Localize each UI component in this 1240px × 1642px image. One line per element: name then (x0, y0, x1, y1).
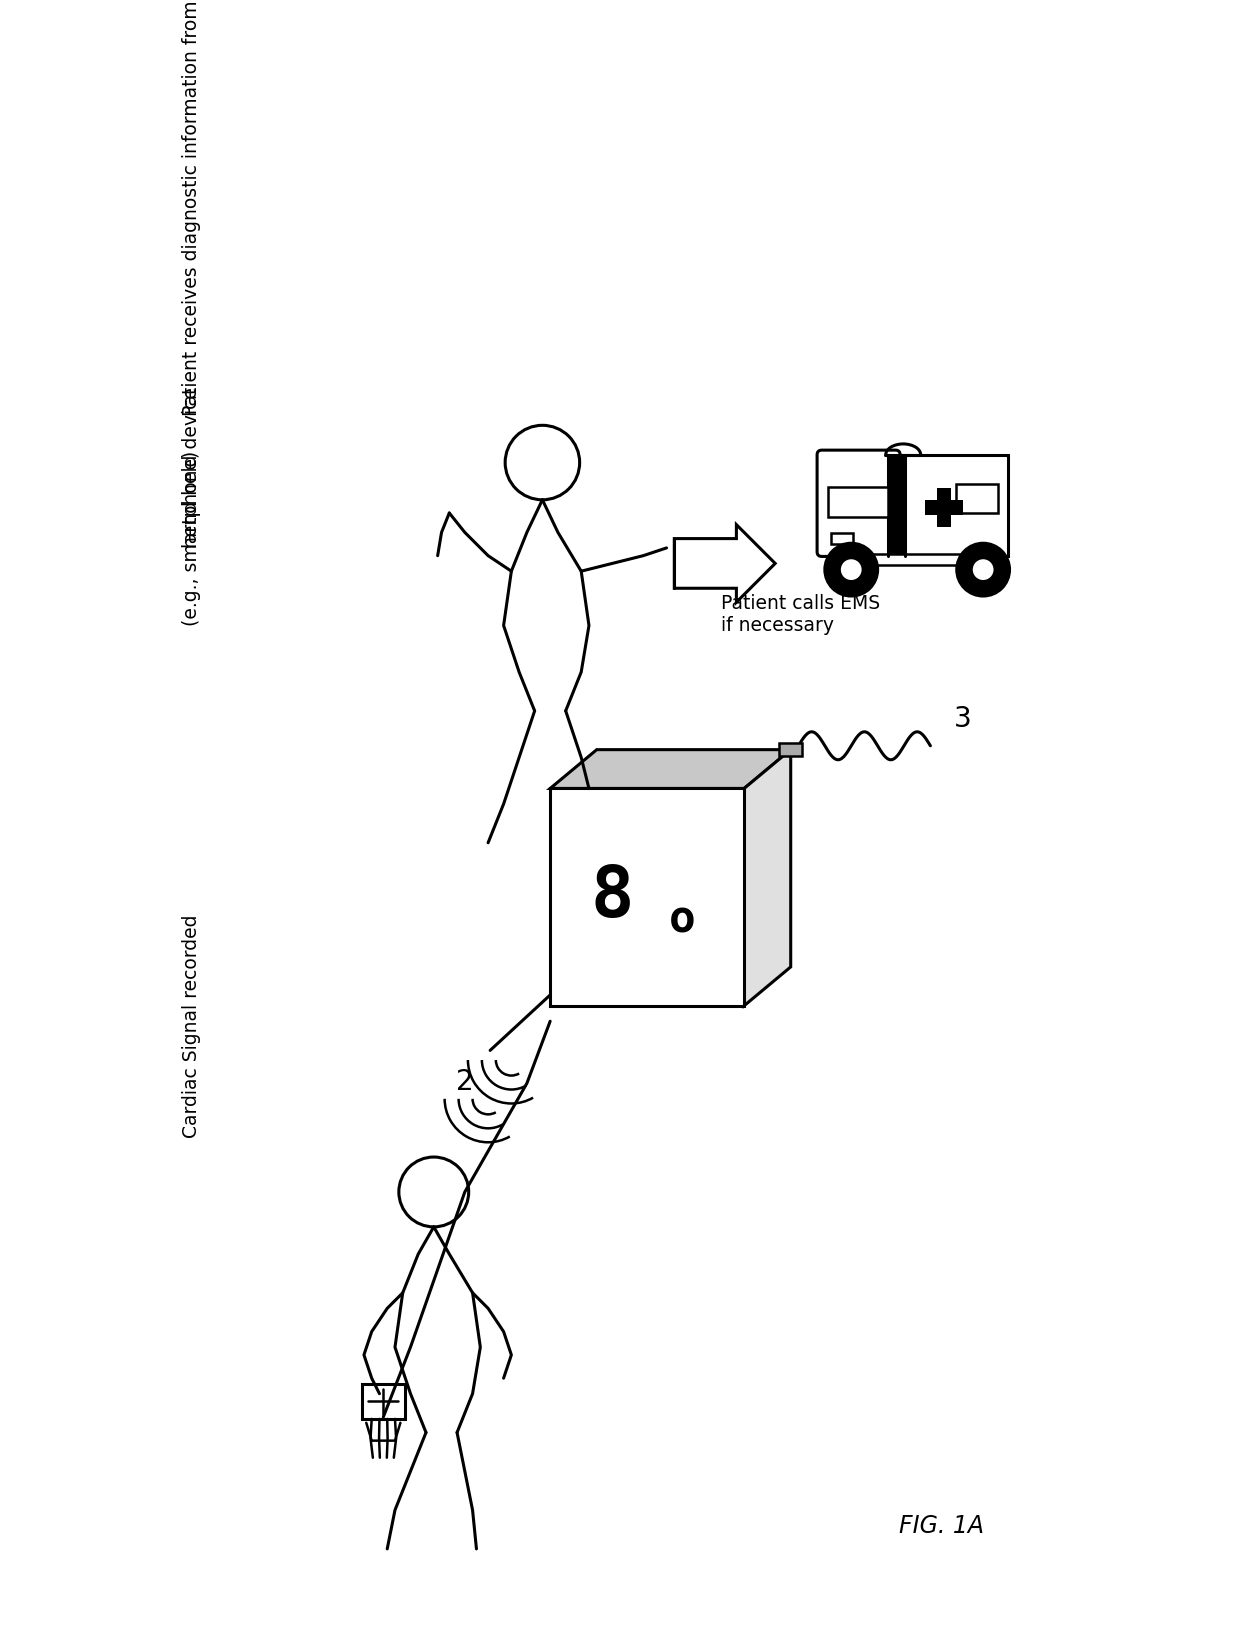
Bar (831, 534, 853, 544)
Polygon shape (551, 788, 744, 1005)
Text: FIG. 1A: FIG. 1A (899, 1514, 985, 1537)
Text: Patient calls EMS
if necessary: Patient calls EMS if necessary (720, 594, 880, 635)
Bar (362, 1384, 404, 1419)
Bar (956, 483, 998, 512)
Polygon shape (551, 750, 791, 788)
Polygon shape (744, 750, 791, 1005)
Bar (779, 744, 802, 755)
FancyBboxPatch shape (817, 450, 900, 557)
Circle shape (957, 544, 1009, 596)
Text: 8: 8 (590, 862, 634, 931)
Bar (936, 488, 951, 527)
Bar (892, 455, 1008, 555)
Text: Patient receives diagnostic information from: Patient receives diagnostic information … (181, 0, 201, 415)
Circle shape (971, 558, 994, 581)
Bar (888, 455, 905, 555)
Text: (e.g., smartphone): (e.g., smartphone) (181, 450, 201, 626)
Bar (828, 488, 888, 517)
Bar (830, 553, 985, 565)
Text: o: o (668, 898, 696, 943)
Text: Cardiac Signal recorded: Cardiac Signal recorded (181, 915, 201, 1138)
Circle shape (839, 558, 863, 581)
Text: 3: 3 (954, 704, 971, 732)
Bar (925, 499, 963, 514)
Circle shape (825, 544, 878, 596)
Text: hend held device: hend held device (181, 388, 201, 548)
Text: 2: 2 (456, 1067, 474, 1095)
